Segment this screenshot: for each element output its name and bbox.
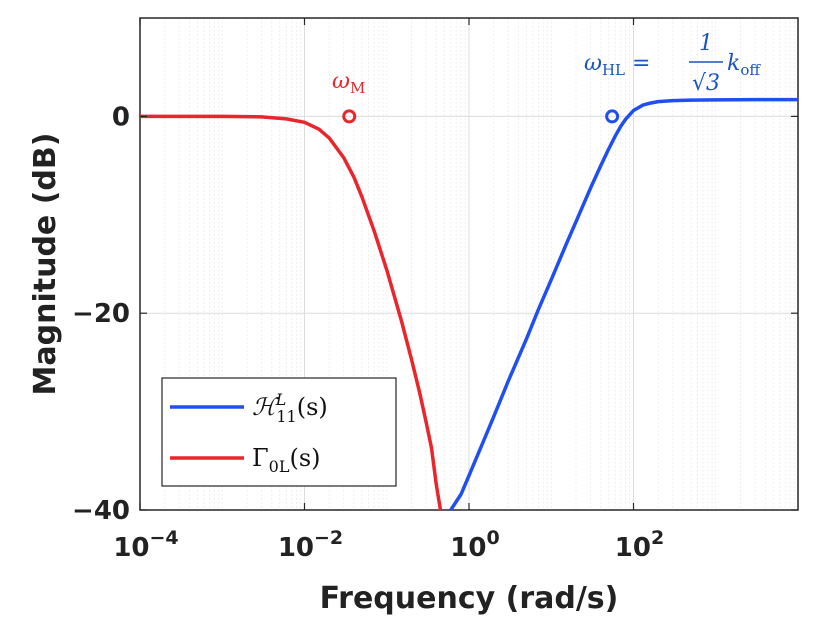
omega-hl-annotation: ωHL = 1 √3 koff <box>584 31 761 96</box>
omega-hl-symbol: ωHL = <box>584 51 650 79</box>
y-tick-label: −20 <box>72 299 130 329</box>
x-tick-label: 102 <box>615 527 664 563</box>
series-line-0 <box>449 97 798 511</box>
omega-hl-fraction-numerator: 1 <box>699 31 713 56</box>
x-axis-label: Frequency (rad/s) <box>320 581 619 616</box>
marker-layer <box>342 109 620 124</box>
marker-point-0 <box>342 109 357 124</box>
marker-point-1 <box>605 109 620 124</box>
omega-hl-k-off: koff <box>727 51 761 79</box>
omega-hl-fraction-denominator: √3 <box>692 71 720 96</box>
legend-box <box>161 377 397 487</box>
y-tick-label: −40 <box>72 496 130 526</box>
tick-layer <box>139 18 798 511</box>
x-tick-label: 100 <box>450 527 499 563</box>
legend-label-gamma0l: Γ0L(s) <box>252 444 321 476</box>
series-line-1 <box>140 114 443 511</box>
legend-label-h11l: ℋL 11(s) <box>252 390 328 426</box>
legend: ℋL 11(s) Γ0L(s) <box>161 377 397 487</box>
x-tick-label: 10−2 <box>278 527 343 563</box>
series-layer <box>140 97 798 511</box>
x-tick-label: 10−4 <box>113 527 178 563</box>
y-axis-label: Magnitude (dB) <box>28 133 63 396</box>
omega-m-annotation: ωM <box>332 69 365 97</box>
y-tick-label: 0 <box>112 102 130 132</box>
